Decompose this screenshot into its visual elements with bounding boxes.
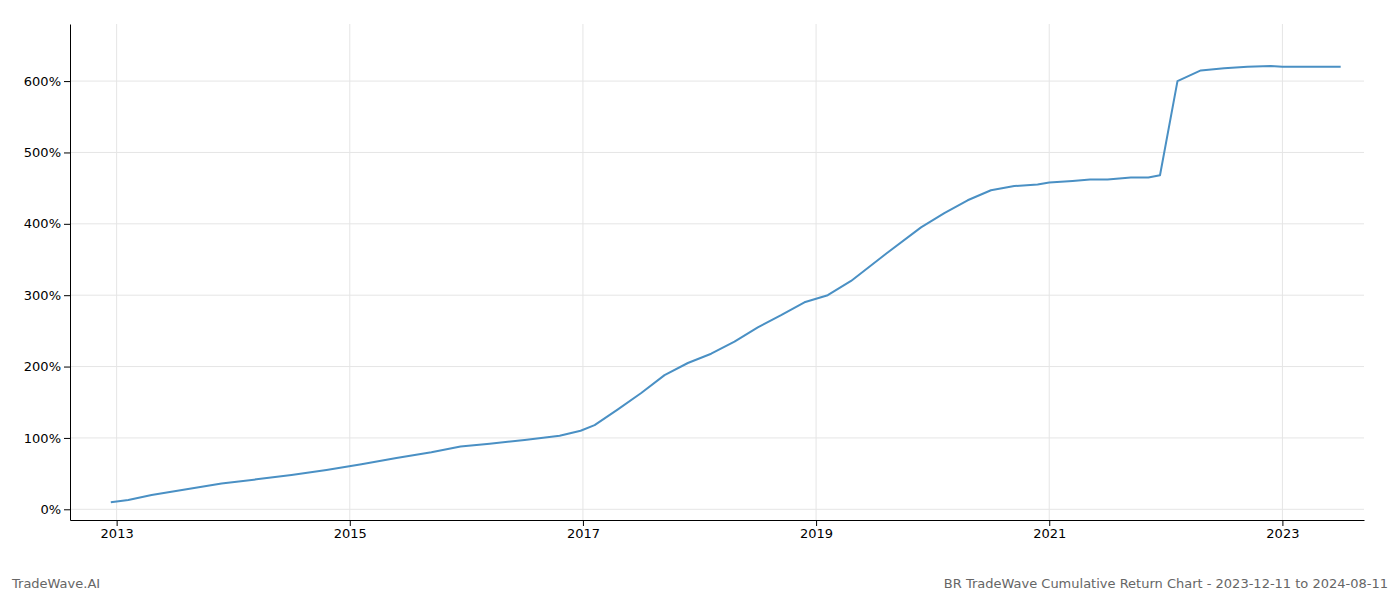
line bbox=[111, 66, 1341, 502]
y-axis: 0% 100% 200% 300% 400% 500% 600% bbox=[24, 25, 71, 521]
tick-mark bbox=[117, 520, 118, 526]
tick: 200% bbox=[24, 359, 70, 374]
tick-mark bbox=[64, 224, 70, 225]
axis-line bbox=[71, 520, 1365, 521]
tick: 400% bbox=[24, 216, 70, 231]
chart: 2013 2015 2017 2019 2021 2023 0% 100% 200% 300% 40… bbox=[0, 0, 1400, 600]
marks bbox=[111, 66, 1341, 502]
tick-mark bbox=[350, 520, 351, 526]
tick-label: 2013 bbox=[101, 526, 134, 541]
tick-mark bbox=[64, 295, 70, 296]
grid bbox=[70, 24, 1364, 520]
tick: 300% bbox=[24, 288, 70, 303]
grid-line bbox=[70, 295, 1364, 296]
grid-line bbox=[70, 152, 1364, 153]
tick: 2013 bbox=[101, 520, 134, 541]
plot-area: 2013 2015 2017 2019 2021 2023 0% 100% 200% 300% 40… bbox=[24, 24, 1365, 541]
tick-label: 300% bbox=[24, 288, 61, 303]
tick-mark bbox=[64, 152, 70, 153]
tick-mark bbox=[1282, 520, 1283, 526]
tick-label: 2023 bbox=[1266, 526, 1299, 541]
grid-line bbox=[70, 81, 1364, 82]
tick-label: 400% bbox=[24, 216, 61, 231]
tick-label: 600% bbox=[24, 74, 61, 89]
grid-line bbox=[70, 437, 1364, 438]
tick-label: 2017 bbox=[567, 526, 600, 541]
tick-label: 2021 bbox=[1033, 526, 1066, 541]
watermark: TradeWave.AI bbox=[11, 576, 100, 591]
grid-line bbox=[1049, 24, 1050, 520]
tick: 500% bbox=[24, 145, 70, 160]
grid-line bbox=[582, 24, 583, 520]
grid-line bbox=[70, 509, 1364, 510]
tick: 100% bbox=[24, 431, 70, 446]
grid-line bbox=[349, 24, 350, 520]
tick-label: 0% bbox=[40, 502, 61, 517]
tick-mark bbox=[64, 509, 70, 510]
tick-mark bbox=[816, 520, 817, 526]
tick-label: 100% bbox=[24, 431, 61, 446]
tick-label: 2015 bbox=[334, 526, 367, 541]
tick-mark bbox=[64, 81, 70, 82]
tick-mark bbox=[1049, 520, 1050, 526]
tick: 2019 bbox=[800, 520, 833, 541]
x-axis: 2013 2015 2017 2019 2021 2023 bbox=[71, 520, 1365, 541]
tick: 600% bbox=[24, 74, 70, 89]
grid-line bbox=[70, 223, 1364, 224]
tick: 2017 bbox=[567, 520, 600, 541]
tick: 2021 bbox=[1033, 520, 1066, 541]
grid-line bbox=[70, 366, 1364, 367]
tick-mark bbox=[583, 520, 584, 526]
tick-mark bbox=[64, 438, 70, 439]
tick-label: 500% bbox=[24, 145, 61, 160]
tick: 2015 bbox=[334, 520, 367, 541]
title: BR TradeWave Cumulative Return Chart - 2… bbox=[944, 576, 1388, 591]
grid-line bbox=[116, 24, 117, 520]
tick-label: 200% bbox=[24, 359, 61, 374]
tick: 0% bbox=[40, 502, 70, 517]
tick-label: 2019 bbox=[800, 526, 833, 541]
axis-line bbox=[70, 25, 71, 521]
tick-mark bbox=[64, 367, 70, 368]
tick: 2023 bbox=[1266, 520, 1299, 541]
grid-line bbox=[1282, 24, 1283, 520]
grid-line bbox=[816, 24, 817, 520]
